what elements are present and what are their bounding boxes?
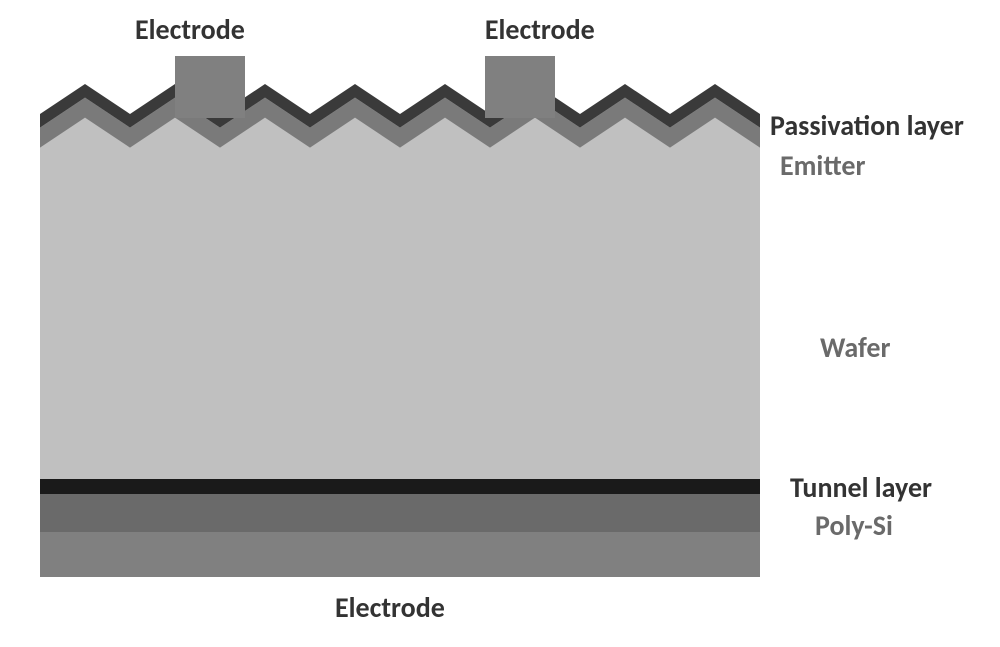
wafer-layer: [40, 151, 760, 479]
label-electrode-top-right: Electrode: [485, 12, 595, 47]
label-emitter: Emitter: [780, 148, 865, 183]
electrode-top-right: [485, 56, 555, 118]
electrode-top-left: [175, 56, 245, 118]
label-wafer: Wafer: [820, 330, 890, 365]
label-electrode-bottom: Electrode: [335, 590, 445, 625]
label-electrode-top-left: Electrode: [135, 12, 245, 47]
label-tunnel: Tunnel layer: [790, 470, 932, 505]
textured-surface: [40, 84, 760, 184]
polysi-layer: [40, 494, 760, 532]
electrode-bottom: [40, 532, 760, 577]
top-electrode-labels: Electrode Electrode: [135, 12, 595, 47]
label-passivation: Passivation layer: [770, 108, 964, 143]
tunnel-layer: [40, 479, 760, 494]
label-polysi: Poly-Si: [815, 508, 893, 543]
